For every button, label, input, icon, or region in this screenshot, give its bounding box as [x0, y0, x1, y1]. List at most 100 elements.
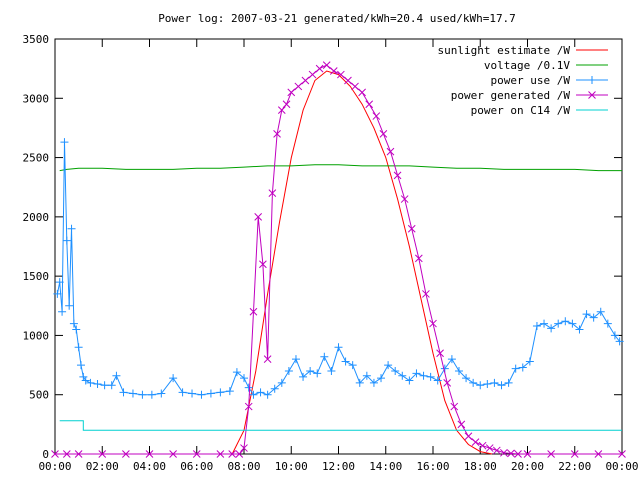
series-line	[59, 164, 622, 172]
data-point	[414, 254, 423, 263]
data-point	[615, 337, 624, 346]
data-point	[568, 319, 577, 328]
data-point	[547, 450, 555, 458]
data-point	[72, 325, 81, 334]
series-1	[59, 164, 622, 172]
data-point	[216, 388, 225, 397]
data-point	[355, 378, 364, 387]
data-point	[334, 343, 343, 352]
data-point	[358, 88, 366, 97]
data-point	[268, 189, 277, 197]
data-point	[610, 331, 619, 340]
data-point	[81, 376, 90, 385]
chart-title: Power log: 2007-03-21 generated/kWh=20.4…	[158, 12, 516, 25]
data-point	[575, 325, 584, 334]
data-point	[315, 64, 324, 73]
data-point	[485, 444, 494, 452]
data-point	[308, 70, 317, 79]
data-point	[119, 388, 128, 397]
data-point	[476, 381, 485, 390]
data-point	[426, 372, 435, 381]
data-point	[169, 374, 178, 383]
data-point	[447, 355, 456, 364]
data-point	[244, 383, 253, 392]
data-point	[284, 367, 293, 375]
series-line	[56, 142, 620, 396]
data-point	[596, 307, 605, 316]
data-point	[206, 389, 215, 398]
data-point	[287, 88, 296, 97]
data-point	[100, 381, 109, 390]
data-point	[69, 319, 78, 328]
data-point	[76, 361, 85, 370]
x-tick-label: 16:00	[416, 460, 449, 473]
series-line	[55, 64, 622, 455]
data-point	[377, 374, 386, 383]
data-point	[407, 224, 416, 233]
data-point	[464, 432, 473, 441]
data-point	[405, 376, 414, 385]
data-point	[225, 387, 234, 396]
data-point	[322, 61, 331, 69]
data-point	[51, 450, 59, 458]
data-point	[306, 367, 315, 375]
data-point	[393, 171, 402, 180]
data-point	[540, 319, 549, 328]
x-tick-label: 00:00	[38, 460, 71, 473]
data-point	[518, 363, 527, 372]
data-point	[270, 384, 279, 393]
data-point	[478, 441, 487, 450]
y-axis-ticks: 0 500 1000 1500 2000 2500 3000 3500	[23, 33, 622, 461]
data-point	[504, 378, 513, 387]
data-point	[249, 307, 258, 316]
data-point	[313, 369, 322, 378]
x-tick-label: 20:00	[511, 460, 544, 473]
data-point	[400, 195, 409, 203]
data-point	[259, 260, 267, 269]
x-tick-label: 04:00	[133, 460, 166, 473]
data-point	[62, 236, 71, 245]
data-point	[53, 289, 62, 298]
y-tick-label: 1500	[23, 270, 50, 283]
data-point	[341, 357, 350, 366]
data-point	[55, 278, 64, 287]
data-point	[240, 374, 248, 383]
legend-label: sunlight estimate /W	[438, 44, 571, 57]
data-point	[192, 450, 201, 458]
y-tick-label: 3000	[23, 92, 50, 105]
data-point	[561, 317, 570, 326]
data-point	[500, 448, 508, 457]
data-point	[178, 388, 187, 397]
data-point	[471, 438, 480, 446]
data-point	[547, 324, 556, 333]
data-point	[112, 371, 121, 380]
data-point	[107, 381, 116, 390]
data-point	[523, 450, 532, 458]
data-point	[570, 450, 579, 458]
data-point	[122, 450, 130, 458]
data-point	[469, 378, 478, 387]
data-point	[443, 379, 452, 387]
data-point	[277, 106, 286, 114]
data-point	[301, 76, 310, 85]
data-point	[74, 450, 83, 458]
x-tick-label: 00:00	[605, 460, 638, 473]
data-point	[188, 389, 197, 398]
y-tick-label: 3500	[23, 33, 50, 46]
data-point	[525, 357, 534, 366]
data-point	[618, 450, 626, 458]
data-point	[429, 319, 437, 328]
data-point	[277, 378, 286, 387]
data-point	[98, 450, 107, 458]
data-point	[589, 313, 598, 322]
data-point	[457, 420, 466, 429]
data-point	[235, 450, 244, 458]
data-point	[60, 138, 69, 147]
data-point	[329, 67, 338, 75]
data-point	[532, 321, 541, 330]
legend-marker	[588, 76, 596, 84]
y-tick-label: 1000	[23, 329, 50, 342]
data-point	[497, 381, 506, 390]
data-point	[433, 376, 442, 385]
